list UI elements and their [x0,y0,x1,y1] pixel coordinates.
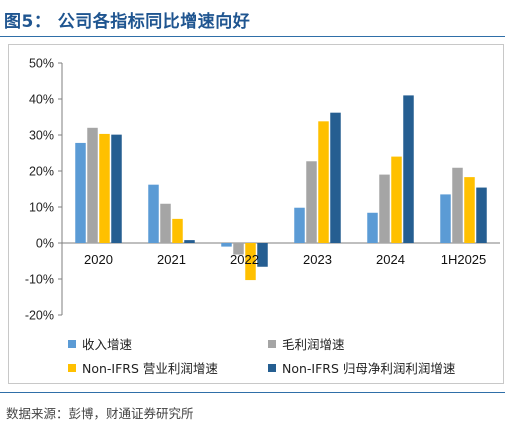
legend-swatch-revenue [68,339,76,348]
bar-1H2025-series-3 [476,187,487,243]
legend-item-gross-profit: 毛利润增速 [268,334,345,353]
source-note: 数据来源：彭博，财通证券研究所 [6,406,194,421]
y-axis: 50% 40% 30% 20% 10% 0% -10% -20% [25,57,500,323]
bar-2020-series-3 [111,134,122,243]
bar-2020-series-2 [99,133,110,243]
x-tick-label: 2022 [230,252,259,267]
bar-1H2025-series-0 [440,194,451,243]
legend-swatch-gross-profit [268,339,276,348]
bar-2020-series-0 [75,142,86,243]
legend-label-gross-profit: 毛利润增速 [282,337,345,352]
y-tick-label: 30% [29,129,54,143]
chart-frame [8,44,504,384]
figure-label: 图5： [4,11,52,32]
bar-2021-series-0 [148,184,159,243]
legend-label-revenue: 收入增速 [82,337,133,352]
x-tick-label: 2021 [157,252,186,267]
legend-item-operating-profit: Non-IFRS 营业利润增速 [68,358,218,377]
source-divider [0,392,505,393]
y-tick-label: 0% [36,237,54,251]
bar-2022-series-1 [233,243,244,255]
legend: 收入增速 毛利润增速 Non-IFRS 营业利润增速 Non-IFRS 归母净利… [68,328,498,384]
y-tick-label: 40% [29,93,54,107]
bar-1H2025-series-2 [464,177,475,243]
legend-item-revenue: 收入增速 [68,334,132,353]
legend-item-net-profit: Non-IFRS 归母净利润利润增速 [268,358,455,377]
y-tick-label: -10% [25,273,54,287]
bar-2024-series-1 [379,174,390,243]
y-tick-label: -20% [25,309,54,323]
bar-2024-series-0 [367,212,378,243]
x-axis: 2020 2021 2022 2023 2024 1H2025 [84,252,486,267]
bars [75,95,487,281]
bar-1H2025-series-1 [452,167,463,243]
bar-2021-series-1 [160,203,171,243]
x-tick-label: 2020 [84,252,113,267]
legend-label-net-profit: Non-IFRS 归母净利润利润增速 [282,361,456,376]
bar-2022-series-2 [245,243,256,281]
x-tick-label: 2024 [376,252,405,267]
figure-title: 图5： 公司各指标同比增速向好 [4,7,250,32]
y-tick-label: 20% [29,165,54,179]
bar-2023-series-3 [330,112,341,244]
figure-header: 图5： 公司各指标同比增速向好 [0,0,511,38]
title-divider [0,36,505,37]
bar-2022-series-3 [257,243,268,267]
bar-2022-series-0 [221,243,232,247]
legend-swatch-net-profit [268,363,276,372]
bar-chart: 50%40%30%20%10%0%-10%-20% 2020 2021 2022 20… [25,57,500,323]
bar-2020-series-1 [87,127,98,243]
figure-title-text: 公司各指标同比增速向好 [57,11,251,32]
bar-2024-series-3 [403,95,414,244]
x-tick-label: 2023 [303,252,332,267]
bar-2021-series-3 [184,240,195,243]
bar-2021-series-2 [172,218,183,243]
bar-2023-series-0 [294,207,305,243]
bar-2023-series-1 [306,161,317,243]
x-tick-label: 1H2025 [441,252,487,267]
bar-2024-series-2 [391,156,402,243]
y-tick-label: 10% [29,201,54,215]
bar-2023-series-2 [318,121,329,243]
legend-swatch-operating-profit [68,363,76,372]
y-tick-label: 50% [29,57,54,71]
legend-label-operating-profit: Non-IFRS 营业利润增速 [82,361,218,376]
